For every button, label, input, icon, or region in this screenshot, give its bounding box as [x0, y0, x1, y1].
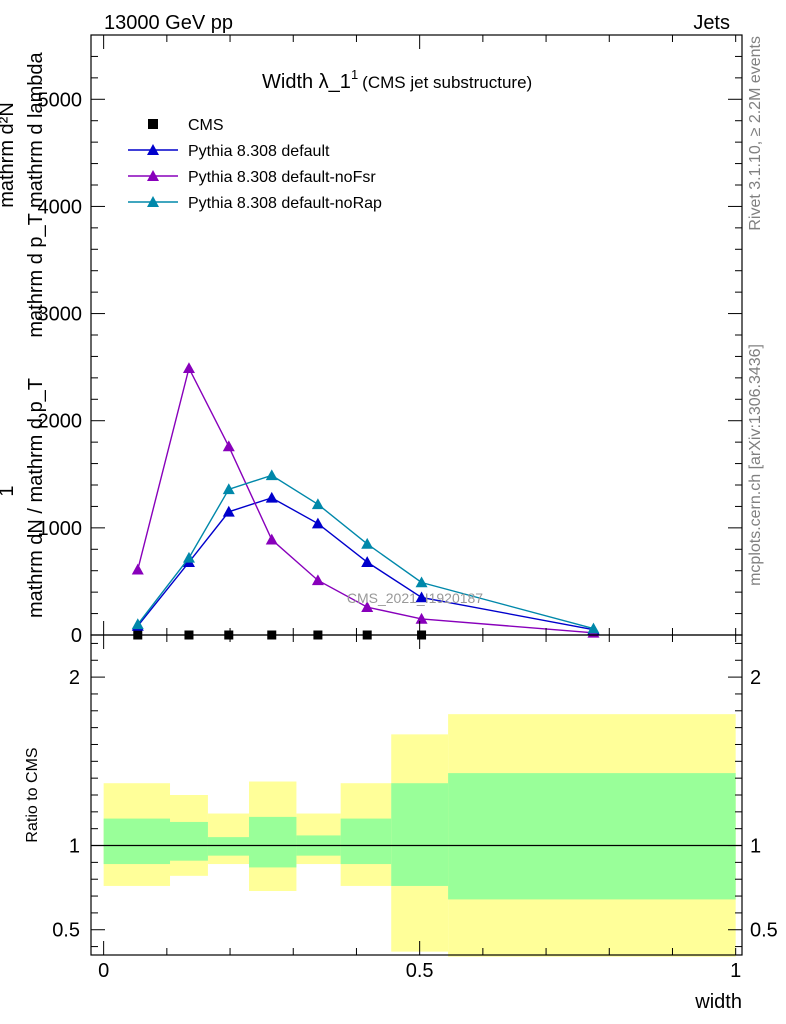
chart-title-sup: 1 [351, 67, 358, 82]
y-tick-label-2: 2000 [38, 411, 83, 433]
ratio-y-tick-label-2: 2 [69, 667, 80, 689]
series-line-3 [137, 474, 594, 630]
series-3-point-2 [222, 483, 235, 495]
ratio-axes: 0.5 0.5 1 1 2 2 0 0.5 1 [52, 634, 778, 982]
series-layer [131, 362, 600, 640]
stat-uncertainty-band-6 [391, 783, 449, 886]
y-tick-label-5: 5000 [38, 89, 83, 111]
x-tick-label-0: 0 [98, 960, 109, 982]
series-line-1 [137, 497, 594, 631]
series-3-point-5 [361, 537, 374, 549]
legend-label-1: Pythia 8.308 default [188, 143, 330, 160]
legend-marker-1 [147, 144, 159, 155]
chart-title: Width λ_11 (CMS jet substructure) [262, 67, 532, 93]
chart-subtitle: (CMS jet substructure) [362, 73, 532, 92]
series-2-point-0 [131, 563, 144, 575]
series-3-point-3 [265, 469, 278, 481]
y-tick-label-4: 4000 [38, 196, 83, 218]
series-3-point-1 [182, 551, 195, 563]
x-axis-label: width [694, 991, 742, 1013]
series-2-point-2 [222, 440, 235, 452]
series-2-point-4 [311, 574, 324, 586]
chart-title-main: Width λ_1 [262, 71, 351, 93]
series-2-point-3 [265, 533, 278, 545]
series-3-point-4 [311, 498, 324, 510]
y-tick-label-0: 0 [71, 625, 82, 647]
legend-label-0: CMS [188, 117, 224, 134]
ratio-y-tick-label-right-2: 2 [750, 667, 761, 689]
series-1-point-6 [415, 591, 428, 603]
ylabel-denominator: mathrm d p_T mathrm d lambda [25, 51, 47, 337]
ylabel-numerator: mathrm d²N [0, 102, 18, 208]
watermark: CMS_2021_I1920187 [347, 590, 483, 606]
mcplots-label: mcplots.cern.ch [arXiv:1306.3436] [747, 344, 764, 586]
y-tick-label-3: 3000 [38, 304, 83, 326]
ylabel-prefactor-den: mathrm dN / mathrm d p_T [25, 378, 47, 618]
series-1-point-5 [361, 556, 374, 567]
series-1-point-4 [311, 517, 324, 529]
series-2-point-5 [361, 601, 374, 612]
ratio-ylabel: Ratio to CMS [24, 747, 41, 842]
legend-label-3: Pythia 8.308 default-noRap [188, 195, 382, 212]
main-ylabel: 1 mathrm dN / mathrm d p_T mathrm d²N ma… [0, 51, 47, 618]
ratio-y-tick-label-right-0: 0.5 [750, 920, 778, 942]
legend-marker-3 [147, 196, 159, 207]
ratio-y-tick-label-0: 0.5 [52, 920, 80, 942]
series-2-point-6 [415, 612, 428, 624]
main-axes: 0 1000 2000 3000 4000 5000 [38, 34, 743, 647]
series-2-point-1 [182, 362, 195, 374]
ratio-bands [91, 714, 742, 957]
stat-uncertainty-band-0 [103, 818, 171, 865]
legend-label-2: Pythia 8.308 default-noFsr [188, 169, 376, 186]
series-1-point-2 [222, 505, 235, 517]
rivet-label: Rivet 3.1.10, ≥ 2.2M events [747, 36, 764, 231]
series-3-point-6 [415, 576, 428, 588]
x-tick-label-1: 0.5 [406, 960, 434, 982]
series-3-point-7 [587, 622, 600, 634]
stat-uncertainty-band-5 [340, 818, 392, 865]
header-left: 13000 GeV pp [104, 12, 233, 34]
legend-marker-2 [147, 170, 159, 181]
ylabel-prefactor-num: 1 [0, 485, 18, 496]
series-1-point-3 [265, 491, 278, 503]
legend: CMS Pythia 8.308 default Pythia 8.308 defa… [128, 117, 382, 212]
legend-marker-cms [148, 119, 158, 129]
series-line-2 [137, 366, 594, 634]
stat-uncertainty-band-3 [249, 816, 297, 868]
series-3-point-0 [131, 618, 144, 630]
ratio-y-tick-label-right-1: 1 [750, 836, 761, 858]
header-right: Jets [693, 12, 730, 34]
stat-uncertainty-band-7 [448, 773, 736, 900]
stat-uncertainty-band-2 [207, 837, 250, 856]
stat-uncertainty-band-1 [170, 821, 208, 861]
x-tick-label-2: 1 [730, 960, 741, 982]
ratio-y-tick-label-1: 1 [69, 836, 80, 858]
y-tick-label-1: 1000 [38, 518, 83, 540]
